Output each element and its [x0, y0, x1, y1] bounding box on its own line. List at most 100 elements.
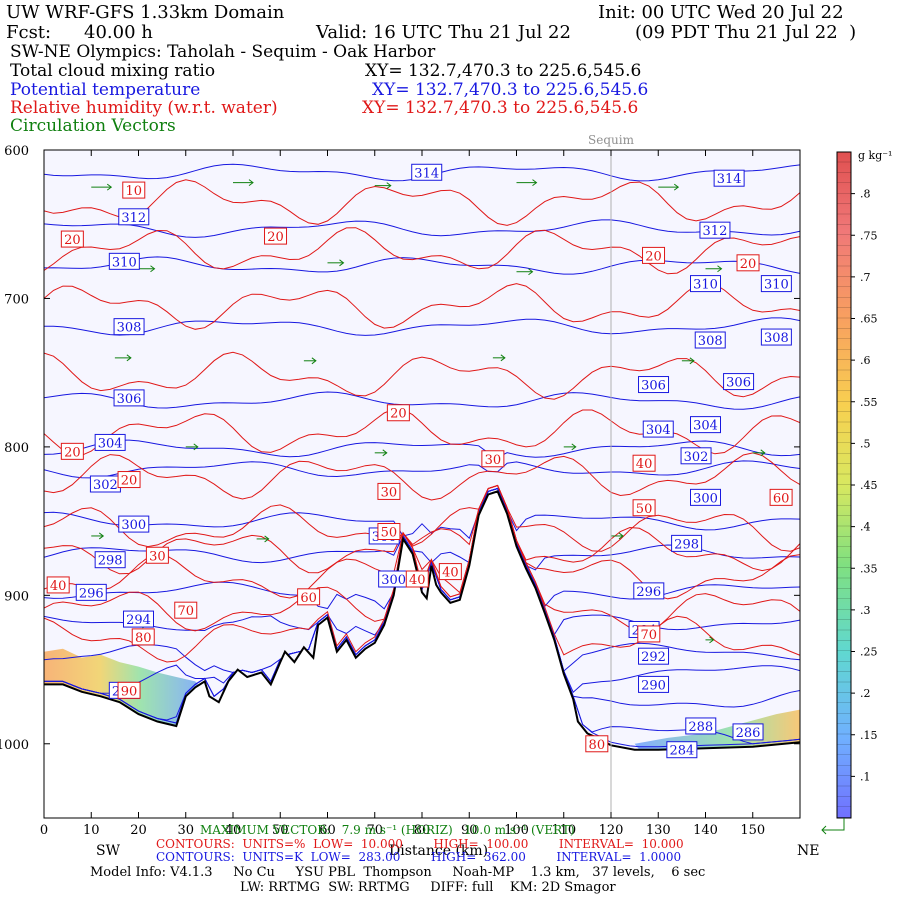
wind-vector-head — [311, 357, 317, 365]
theta-contour-label: 310 — [112, 255, 137, 270]
rh-contour-label-box — [632, 454, 656, 472]
rh-contour-label-box — [60, 230, 84, 248]
theta-contour-label-box — [113, 318, 145, 336]
rh-contour-label: 40 — [442, 566, 459, 581]
theta-contour-label: 312 — [121, 211, 146, 226]
rh-contour-label-box — [736, 254, 760, 272]
theta-contour-label: 306 — [641, 379, 666, 394]
theta-contour-label-box — [108, 252, 140, 270]
rh-contour-label: 50 — [636, 502, 653, 517]
colorbar-tick-label: .5 — [860, 437, 871, 450]
rh-contour-label-box — [264, 227, 288, 245]
wind-vector-head — [248, 179, 254, 187]
y-tick-label: 1000 — [0, 738, 29, 753]
x-axis-title: Distance (km) — [389, 843, 489, 859]
rh-contour-label: 70 — [641, 628, 658, 643]
field-xy-cloud: XY= 132.7,470.3 to 225.6,545.6 — [365, 61, 642, 81]
x-tick-label: 130 — [646, 823, 671, 838]
theta-contour — [44, 460, 800, 479]
theta-contour-label: 314 — [414, 166, 439, 181]
rh-contour-label: 40 — [636, 457, 653, 472]
rh-contour-label: 60 — [300, 591, 317, 606]
colorbar-tick-label: .35 — [860, 562, 878, 575]
x-tick-label: 10 — [83, 823, 100, 838]
wind-vector-head — [571, 443, 577, 451]
rh-contour-label: 40 — [50, 579, 67, 594]
y-tick-label: 800 — [4, 441, 29, 456]
x-tick-label: 150 — [740, 823, 765, 838]
wind-vector-head — [382, 449, 388, 457]
colorbar-tick-label: .8 — [860, 188, 871, 201]
theta-contour-label-box — [118, 515, 150, 533]
rh-contour-label-box — [386, 404, 410, 422]
x-tick-label: 60 — [319, 823, 336, 838]
rh-contour-label-box — [377, 523, 401, 541]
theta-contour-label: 294 — [126, 613, 151, 628]
x-tick-label: 50 — [272, 823, 289, 838]
theta-contour-label: 288 — [688, 720, 713, 735]
theta-contour-label-box — [94, 551, 126, 569]
rh-contour — [44, 227, 800, 275]
init-time: Init: 00 UTC Wed 20 Jul 22 — [598, 2, 844, 23]
rh-contour-label-box — [481, 450, 505, 468]
colorbar-tick-label: .45 — [860, 479, 878, 492]
theta-contour-label-box — [760, 328, 792, 346]
forecast-hours: 40.00 h — [84, 22, 153, 43]
theta-contour-label-box — [113, 389, 145, 407]
colorbar-tick-label: .6 — [860, 354, 871, 367]
theta-contour-label-box — [732, 723, 764, 741]
rh-contour-label: 20 — [267, 230, 284, 245]
colorbar-tick-label: .3 — [860, 604, 871, 617]
colorbar-tick-label: .4 — [860, 521, 871, 534]
colorbar-unit-label: g kg⁻¹ — [858, 149, 892, 162]
x-tick-label: 110 — [551, 823, 576, 838]
theta-contour-label: 296 — [79, 586, 104, 601]
rh-contour-label-box — [117, 471, 141, 489]
rh-contour-label: 20 — [390, 407, 407, 422]
theta-contour-label-box — [690, 275, 721, 293]
rh-contour — [44, 484, 800, 575]
rh-contour-label: 20 — [64, 233, 81, 248]
wind-vector-head — [193, 443, 199, 451]
x-tick-label: 30 — [177, 823, 194, 838]
colorbar-tick-label: .75 — [860, 229, 878, 242]
theta-contour — [44, 219, 800, 238]
theta-contour-label-box — [638, 675, 670, 693]
theta-contour-label: 290 — [641, 678, 666, 693]
rh-contour — [44, 179, 800, 226]
theta-contour-label-box — [699, 221, 731, 239]
theta-contour-label-box — [642, 420, 674, 438]
rh-contour-label-box — [46, 576, 70, 594]
axis-label-ne: NE — [797, 843, 820, 859]
colorbar-tick-label: .7 — [860, 271, 871, 284]
y-tick-label: 600 — [4, 144, 29, 159]
rh-contour-label-box — [117, 681, 141, 699]
theta-contour-label: 292 — [641, 650, 666, 665]
rh-contour — [44, 484, 800, 552]
theta-contour-label: 304 — [693, 419, 718, 434]
rh-contour-label-box — [297, 588, 321, 606]
rh-contour-label: 80 — [135, 631, 152, 646]
wind-vector-head — [500, 354, 506, 362]
theta-contour-label: 310 — [764, 278, 789, 293]
rh-contour — [44, 452, 800, 501]
colorbar-tick-label: .55 — [860, 396, 878, 409]
rh-contour-label: 50 — [381, 526, 398, 541]
theta-contour-label: 300 — [693, 491, 718, 506]
rh-contour-label-box — [145, 546, 169, 564]
rh-contour-label: 20 — [740, 257, 757, 272]
terrain-profile — [44, 490, 800, 751]
theta-contour-info: CONTOURS: UNITS=K LOW= 283.00 HIGH= 362.… — [156, 850, 682, 864]
rh-contour-label-box — [769, 488, 793, 506]
theta-contour-label-box — [75, 583, 107, 601]
field-label-cloud: Total cloud mixing ratio — [10, 61, 216, 81]
wind-vector-head — [532, 179, 538, 187]
theta-contour-label-box — [118, 208, 150, 226]
theta-contour — [44, 487, 800, 540]
theta-contour-label-box — [694, 331, 726, 349]
theta-contour-label-box — [760, 275, 792, 293]
theta-contour-label: 296 — [636, 585, 661, 600]
rh-contour — [44, 408, 800, 456]
rh-contour-label-box — [438, 563, 462, 581]
